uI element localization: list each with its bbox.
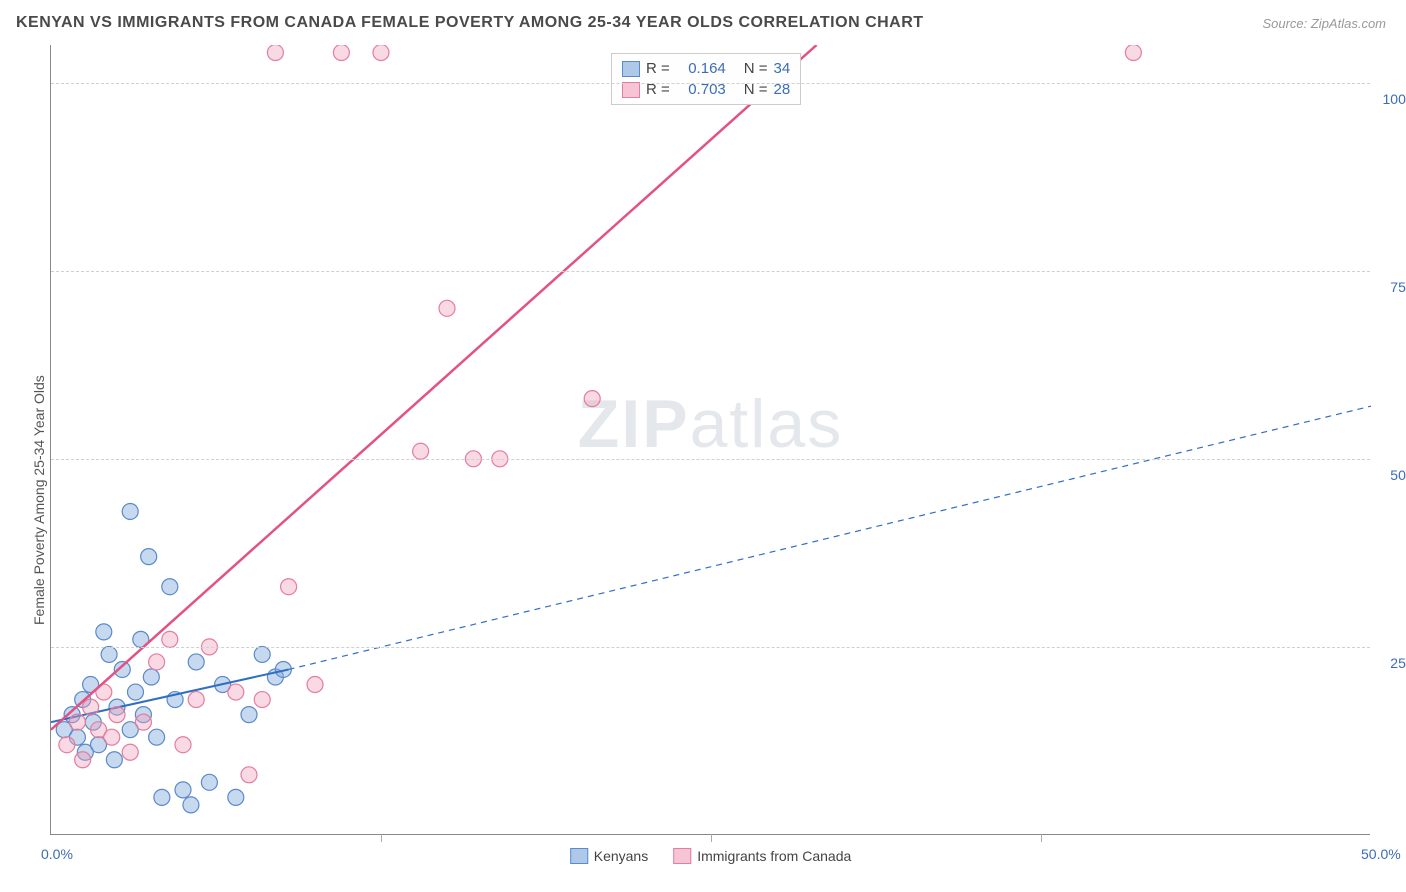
r-label: R = — [646, 60, 670, 77]
scatter-point — [333, 45, 349, 61]
scatter-point — [149, 654, 165, 670]
series-legend-item: Immigrants from Canada — [673, 848, 851, 864]
scatter-point — [96, 624, 112, 640]
scatter-point — [228, 684, 244, 700]
scatter-point — [109, 707, 125, 723]
source-attribution: Source: ZipAtlas.com — [1262, 16, 1386, 31]
scatter-point — [439, 300, 455, 316]
scatter-point — [188, 654, 204, 670]
scatter-point — [201, 774, 217, 790]
scatter-point — [69, 714, 85, 730]
scatter-point — [106, 752, 122, 768]
series-legend: Kenyans Immigrants from Canada — [570, 848, 852, 864]
scatter-point — [59, 737, 75, 753]
y-tick-label: 50.0% — [1375, 467, 1406, 483]
scatter-point — [373, 45, 389, 61]
scatter-point — [101, 646, 117, 662]
scatter-point — [149, 729, 165, 745]
x-minor-tick — [381, 834, 382, 842]
scatter-point — [188, 692, 204, 708]
gridline-horizontal — [51, 271, 1370, 272]
scatter-point — [281, 579, 297, 595]
n-value: 34 — [774, 60, 791, 77]
n-label: N = — [744, 60, 768, 77]
scatter-point — [143, 669, 159, 685]
plot-area: ZIPatlas Female Poverty Among 25-34 Year… — [50, 45, 1370, 835]
legend-swatch — [673, 848, 691, 864]
series-name: Immigrants from Canada — [697, 848, 851, 864]
scatter-point — [241, 707, 257, 723]
gridline-horizontal — [51, 647, 1370, 648]
scatter-point — [413, 443, 429, 459]
plot-svg — [51, 45, 1371, 835]
scatter-point — [175, 782, 191, 798]
scatter-point — [175, 737, 191, 753]
scatter-point — [183, 797, 199, 813]
scatter-point — [122, 503, 138, 519]
scatter-point — [228, 789, 244, 805]
scatter-point — [83, 699, 99, 715]
x-minor-tick — [1041, 834, 1042, 842]
scatter-point — [254, 692, 270, 708]
series-name: Kenyans — [594, 848, 648, 864]
scatter-point — [162, 631, 178, 647]
scatter-point — [127, 684, 143, 700]
scatter-point — [584, 391, 600, 407]
scatter-point — [1125, 45, 1141, 61]
scatter-point — [154, 789, 170, 805]
x-tick-label: 0.0% — [41, 846, 73, 862]
legend-swatch — [622, 61, 640, 77]
scatter-point — [122, 744, 138, 760]
scatter-point — [241, 767, 257, 783]
legend-swatch — [622, 82, 640, 98]
trend-line-solid — [51, 45, 817, 730]
y-tick-label: 25.0% — [1375, 655, 1406, 671]
y-tick-label: 100.0% — [1375, 91, 1406, 107]
x-tick-label: 50.0% — [1361, 846, 1401, 862]
series-legend-item: Kenyans — [570, 848, 648, 864]
scatter-point — [307, 677, 323, 693]
scatter-point — [104, 729, 120, 745]
gridline-horizontal — [51, 83, 1370, 84]
chart-title: KENYAN VS IMMIGRANTS FROM CANADA FEMALE … — [16, 14, 924, 32]
scatter-point — [267, 45, 283, 61]
legend-swatch — [570, 848, 588, 864]
y-tick-label: 75.0% — [1375, 279, 1406, 295]
scatter-point — [162, 579, 178, 595]
y-axis-label: Female Poverty Among 25-34 Year Olds — [31, 375, 47, 625]
chart-container: KENYAN VS IMMIGRANTS FROM CANADA FEMALE … — [0, 0, 1406, 892]
scatter-point — [135, 714, 151, 730]
correlation-legend-row: R = 0.164 N = 34 — [622, 58, 790, 79]
x-minor-tick — [711, 834, 712, 842]
scatter-point — [141, 549, 157, 565]
gridline-horizontal — [51, 459, 1370, 460]
r-value: 0.164 — [676, 60, 726, 77]
correlation-legend: R =0.164N =34R =0.703N =28 — [611, 53, 801, 105]
trend-line-dashed — [289, 406, 1371, 669]
scatter-point — [254, 646, 270, 662]
scatter-point — [75, 752, 91, 768]
